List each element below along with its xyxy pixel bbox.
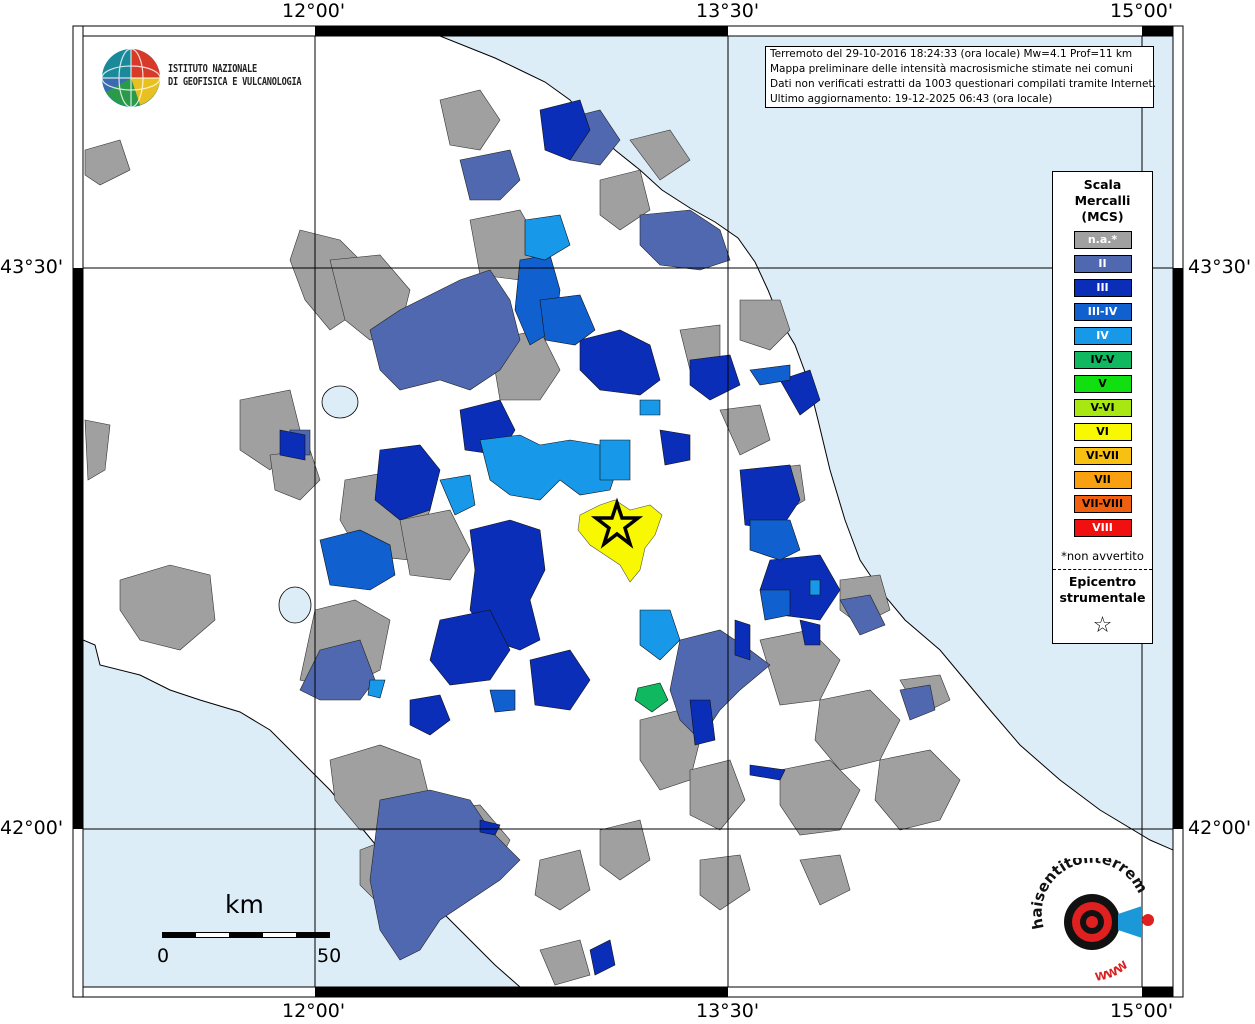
legend-title-line3: (MCS) [1081, 209, 1124, 224]
region-intensity-iv-v [634, 682, 669, 713]
event-info-line2: Mappa preliminare delle intensità macros… [770, 63, 1133, 75]
regions-intensity-iii [279, 99, 841, 976]
right-tick-42: 42°00' [1188, 817, 1252, 839]
left-tick-43-30: 43°30' [0, 256, 64, 278]
legend-item-0: n.a.* [1073, 231, 1132, 249]
scale-bar: km 0 50 [155, 890, 355, 970]
bottom-tick-12: 12°00' [282, 1000, 346, 1022]
ingv-logo: ISTITUTO NAZIONALE DI GEOFISICA E VULCAN… [100, 47, 320, 109]
legend-epicenter-line1: Epicentro [1068, 574, 1137, 589]
legend-item-8: VI [1073, 423, 1132, 441]
legend-items: n.a.* II III III-IV IV IV-V V V-VI VI VI-VII VII VI… [1053, 231, 1152, 537]
event-info-line4: Ultimo aggiornamento: 19-12-2025 06:43 (… [770, 93, 1053, 105]
ingv-name-line1: ISTITUTO NAZIONALE [168, 63, 257, 75]
epicenter-star [590, 497, 644, 549]
top-tick-15: 15°00' [1110, 0, 1174, 22]
legend-title-line2: Mercalli [1074, 193, 1131, 208]
mcs-legend: Scala Mercalli (MCS) n.a.* II III III-IV IV I… [1052, 171, 1153, 644]
regions-intensity-iv [367, 214, 821, 699]
legend-separator [1053, 569, 1152, 570]
right-tick-43-30: 43°30' [1188, 256, 1252, 278]
event-info-line3: Dati non verificati estratti da 1003 que… [770, 78, 1156, 90]
legend-item-10: VII [1073, 471, 1132, 489]
legend-item-6: V [1073, 375, 1132, 393]
regions-intensity-iii-iv [319, 254, 801, 713]
hsit-logo: haisentitoilterremoto.it WWW [1025, 844, 1158, 986]
scale-bar-graphic [162, 932, 330, 938]
frame-bars [72, 25, 1184, 998]
legend-note: *non avvertito [1061, 549, 1144, 563]
event-info-line1: Terremoto del 29-10-2016 18:24:33 (ora l… [770, 48, 1133, 60]
left-tick-42: 42°00' [0, 817, 64, 839]
scale-end: 50 [317, 945, 342, 967]
top-tick-12: 12°00' [282, 0, 346, 22]
legend-item-7: V-VI [1073, 399, 1132, 417]
ingv-name-line2: DI GEOFISICA E VULCANOLOGIA [168, 76, 302, 88]
legend-item-3: III-IV [1073, 303, 1132, 321]
legend-item-4: IV [1073, 327, 1132, 345]
legend-item-1: II [1073, 255, 1132, 273]
legend-title-line1: Scala [1083, 177, 1122, 192]
event-info-box: Terremoto del 29-10-2016 18:24:33 (ora l… [765, 46, 1156, 108]
hsit-target-icon: haisentitoilterremoto.it WWW [1025, 844, 1154, 984]
lake-bolsena [278, 586, 312, 624]
svg-text:WWW: WWW [1094, 958, 1130, 983]
legend-item-11: VII-VIII [1073, 495, 1132, 513]
legend-epicenter-line2: strumentale [1059, 590, 1146, 605]
lake-trasimeno [321, 385, 359, 419]
ingv-globe-icon [101, 48, 161, 108]
legend-item-12: VIII [1073, 519, 1132, 537]
scale-start: 0 [157, 945, 170, 967]
epicenter-star-icon: ☆ [1092, 613, 1113, 638]
legend-item-2: III [1073, 279, 1132, 297]
top-tick-13-30: 13°30' [696, 0, 760, 22]
bottom-tick-15: 15°00' [1110, 1000, 1174, 1022]
legend-item-5: IV-V [1073, 351, 1132, 369]
bottom-tick-13-30: 13°30' [696, 1000, 760, 1022]
scale-unit: km [225, 890, 264, 919]
legend-item-9: VI-VII [1073, 447, 1132, 465]
hsit-logo-www: WWW [1094, 958, 1130, 983]
